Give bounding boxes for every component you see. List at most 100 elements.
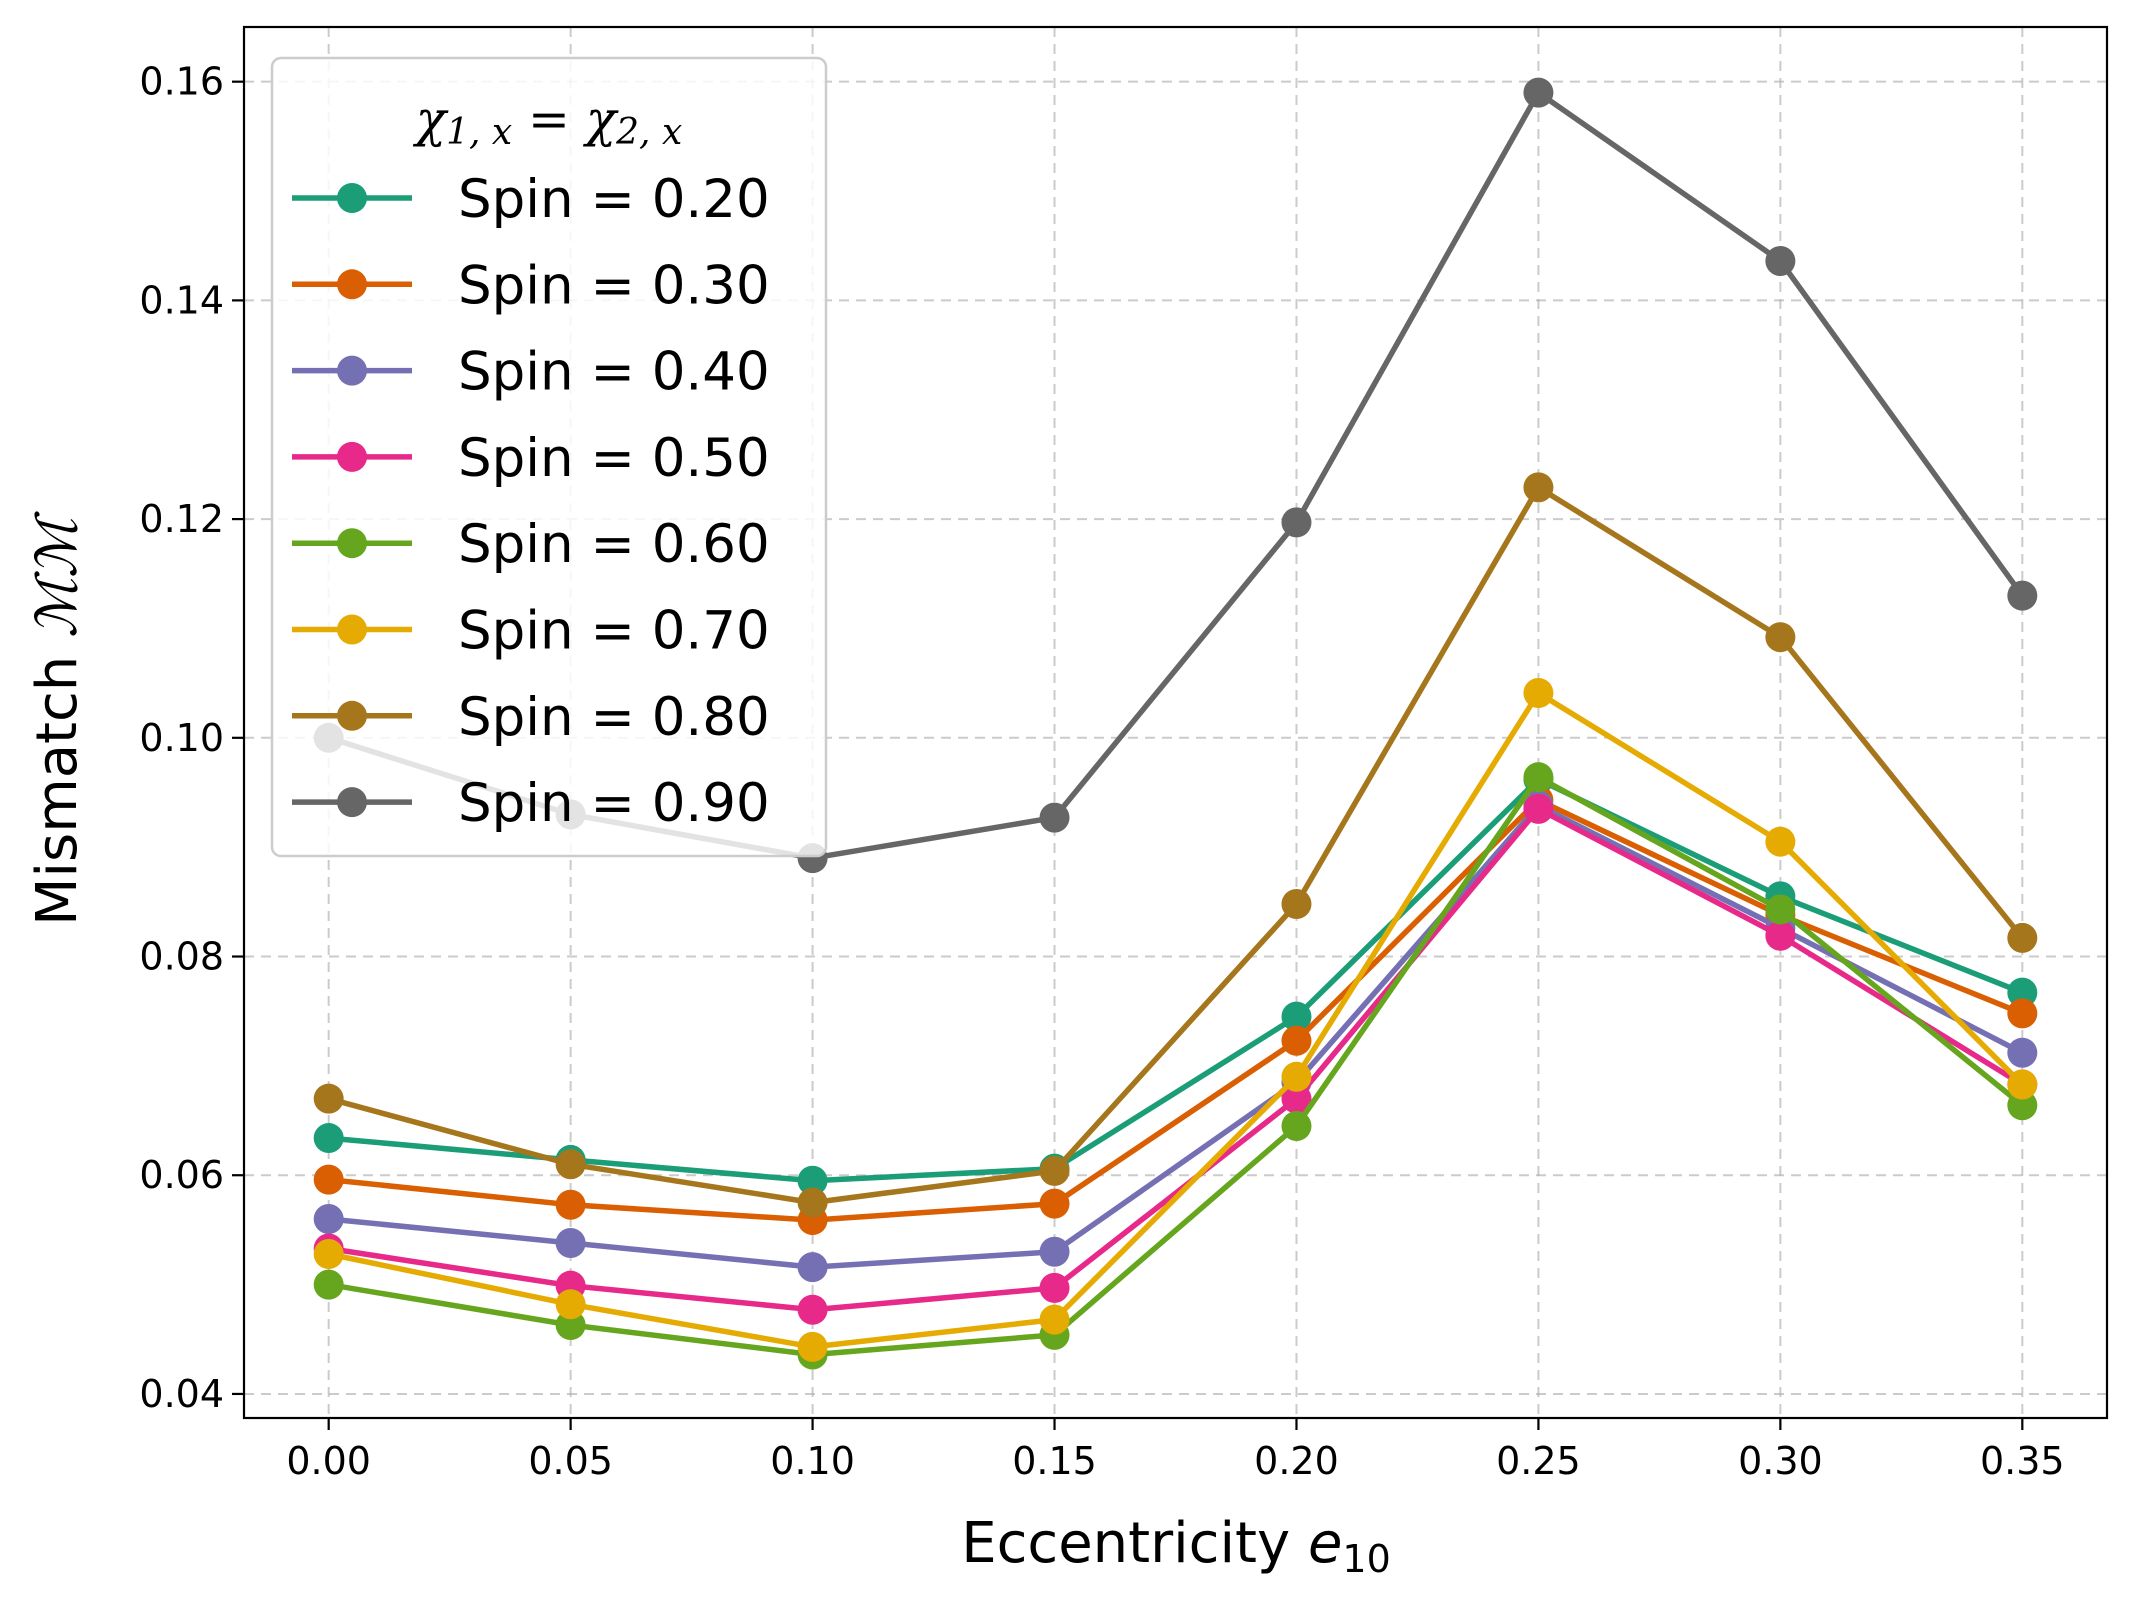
data-point — [1039, 1272, 1070, 1303]
data-point — [797, 1331, 828, 1362]
data-point — [313, 1238, 344, 1269]
y-tick-label: 0.08 — [139, 935, 224, 979]
data-point — [797, 1252, 828, 1283]
x-axis-label-variable: e — [1308, 1511, 1342, 1576]
legend-label: Spin = 0.50 — [458, 428, 770, 489]
legend-entries: Spin = 0.20 Spin = 0.30 Spin = 0.40 Spin = … — [292, 169, 770, 834]
series-line — [328, 774, 2025, 1358]
legend-marker — [337, 183, 367, 213]
x-tick-label: 0.25 — [1496, 1439, 1581, 1483]
data-point — [555, 1228, 586, 1259]
data-point — [313, 1164, 344, 1195]
data-point — [1765, 246, 1796, 277]
series-7 — [313, 472, 2038, 1218]
series-line — [328, 802, 2024, 1270]
axis-ticks: 0.00 0.05 0.10 0.15 0.20 0.25 0.30 0.35 0.04 0.06… — [139, 60, 2064, 1483]
legend-marker — [337, 787, 367, 818]
legend-title-chi1: χ — [413, 90, 449, 148]
x-tick-label: 0.30 — [1738, 1439, 1823, 1483]
y-axis-label-text: Mismatch — [25, 638, 90, 926]
x-tick-label: 0.05 — [528, 1439, 613, 1483]
x-axis-label-text: Eccentricity — [961, 1511, 1308, 1576]
legend-marker — [337, 441, 367, 472]
x-axis-label-subscript: 10 — [1342, 1537, 1390, 1581]
legend-title-chi1-sub: 1, x — [446, 112, 512, 153]
data-point — [1765, 920, 1796, 951]
series-line — [328, 776, 2024, 1184]
y-tick-label: 0.14 — [139, 278, 224, 322]
data-point — [797, 1187, 828, 1218]
data-point — [555, 1149, 586, 1180]
legend-entry: Spin = 0.30 — [292, 255, 770, 316]
legend-title-chi2: χ — [583, 90, 619, 148]
data-point — [1281, 1083, 1312, 1114]
legend-title: χ1, x = χ2, x — [413, 90, 683, 153]
data-point — [313, 1203, 344, 1234]
data-point — [1765, 826, 1796, 857]
data-point — [1281, 1061, 1312, 1092]
data-point — [1281, 889, 1312, 920]
legend-title-chi2-sub: 2, x — [615, 112, 682, 153]
data-point — [1765, 894, 1796, 925]
data-point — [1523, 762, 1554, 793]
x-tick-label: 0.10 — [770, 1439, 855, 1483]
y-tick-label: 0.12 — [139, 497, 224, 541]
data-point — [797, 1294, 828, 1325]
plot-series — [313, 77, 2038, 1370]
legend-entry: Spin = 0.40 — [292, 342, 770, 403]
legend-entry: Spin = 0.20 — [292, 169, 770, 230]
legend-label: Spin = 0.20 — [458, 169, 770, 230]
data-point — [1523, 77, 1554, 108]
data-point — [1281, 1001, 1312, 1032]
legend-label: Spin = 0.70 — [458, 601, 770, 662]
data-point — [1281, 1025, 1312, 1056]
y-axis-label: Mismatch ℳℳ — [25, 511, 90, 926]
data-point — [2007, 1069, 2038, 1100]
series-line — [328, 690, 2025, 1350]
series-line — [328, 797, 2024, 1223]
y-tick-label: 0.06 — [139, 1153, 224, 1197]
legend-label: Spin = 0.60 — [458, 514, 770, 575]
data-point — [2007, 1090, 2038, 1121]
data-point — [2007, 580, 2038, 611]
data-point — [2007, 922, 2038, 953]
legend-label: Spin = 0.80 — [458, 687, 770, 748]
legend-label: Spin = 0.40 — [458, 342, 770, 403]
data-point — [1281, 507, 1312, 538]
data-point — [555, 1289, 586, 1320]
data-point — [2007, 998, 2038, 1029]
legend-entry: Spin = 0.80 — [292, 687, 770, 748]
legend-marker — [337, 355, 367, 386]
legend-marker — [337, 614, 367, 645]
legend-entry: Spin = 0.90 — [292, 773, 770, 834]
y-tick-label: 0.04 — [139, 1372, 224, 1416]
legend-label: Spin = 0.90 — [458, 773, 770, 834]
legend-marker — [337, 269, 367, 300]
legend-title-equals: = — [512, 90, 586, 148]
legend-entry: Spin = 0.50 — [292, 428, 770, 489]
data-point — [1039, 1236, 1070, 1267]
data-point — [313, 1269, 344, 1300]
legend-marker — [337, 700, 367, 731]
legend-box — [270, 56, 828, 858]
plot-frame — [242, 25, 2109, 1420]
x-tick-label: 0.00 — [286, 1439, 371, 1483]
y-axis-label-symbol: ℳℳ — [25, 511, 90, 638]
x-tick-label: 0.35 — [1980, 1439, 2065, 1483]
y-tick-label: 0.10 — [139, 716, 224, 760]
data-point — [1523, 472, 1554, 503]
y-tick-label: 0.16 — [139, 60, 224, 104]
data-point — [797, 1165, 828, 1196]
data-point — [2007, 1037, 2038, 1068]
data-point — [1039, 802, 1070, 833]
data-point — [1039, 1188, 1070, 1219]
data-point — [1281, 1111, 1312, 1142]
legend-label: Spin = 0.30 — [458, 255, 770, 316]
legend-marker — [337, 528, 367, 559]
data-point — [555, 1189, 586, 1220]
legend-entry: Spin = 0.70 — [292, 601, 770, 662]
x-tick-label: 0.15 — [1012, 1439, 1097, 1483]
series-line — [328, 806, 2024, 1313]
